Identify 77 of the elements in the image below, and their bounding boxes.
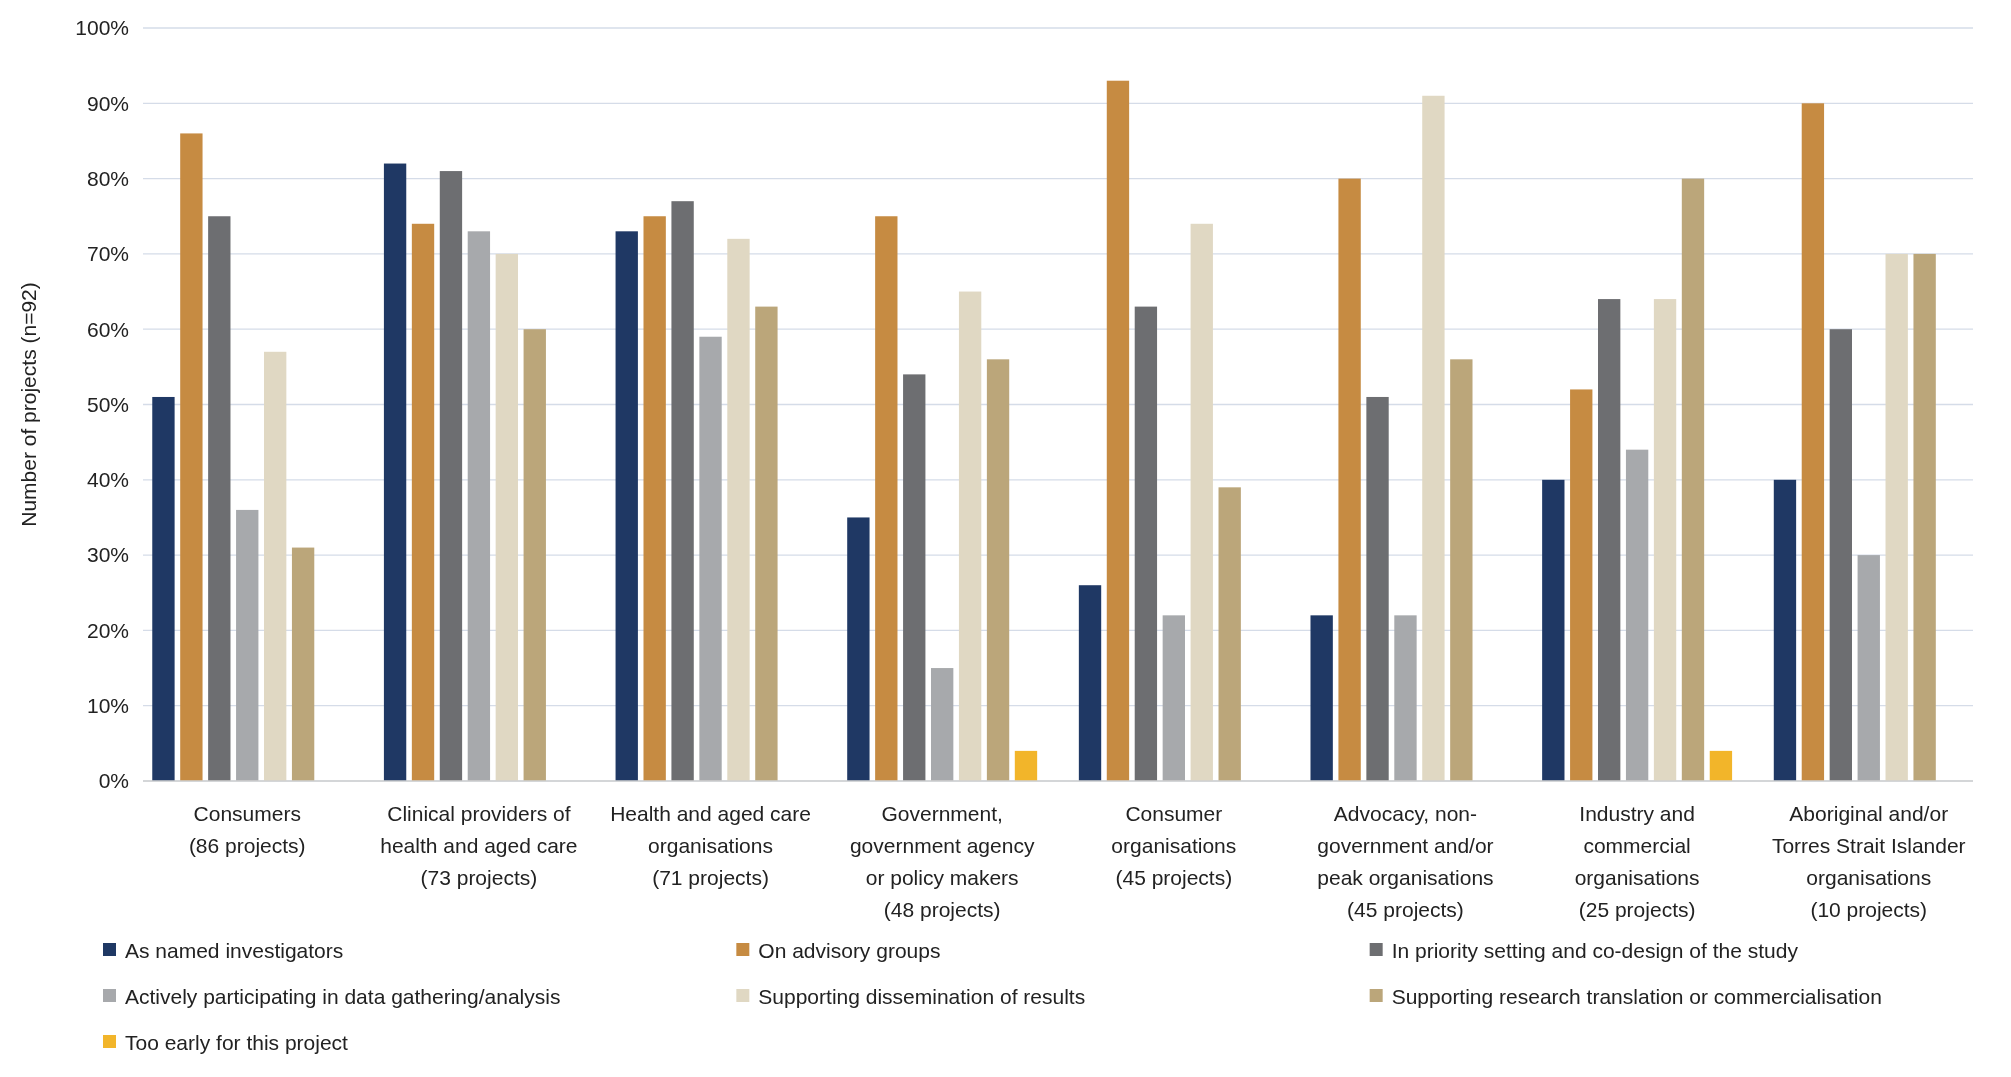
bar bbox=[699, 336, 722, 781]
bar bbox=[208, 216, 231, 781]
x-tick-label: Clinical providers of health and aged care (73 projects) bbox=[380, 802, 578, 889]
bar bbox=[1394, 615, 1417, 781]
x-tick-label: Consumer organisations (45 projects) bbox=[1111, 802, 1237, 889]
bar bbox=[1857, 555, 1880, 781]
bar bbox=[1801, 103, 1825, 781]
y-tick-label: 50% bbox=[86, 392, 129, 416]
y-tick-label: 80% bbox=[86, 166, 129, 190]
x-tick-label: Consumers (86 projects) bbox=[188, 802, 306, 857]
bar bbox=[495, 253, 518, 781]
bar bbox=[1422, 95, 1445, 781]
y-tick-label: 60% bbox=[86, 317, 129, 341]
bar bbox=[1134, 306, 1158, 781]
bar bbox=[1709, 750, 1733, 781]
bar bbox=[1078, 585, 1102, 781]
y-tick-label: 0% bbox=[98, 769, 129, 793]
bar bbox=[931, 668, 954, 781]
bar bbox=[1338, 178, 1361, 781]
bar bbox=[1885, 253, 1908, 781]
bar bbox=[643, 216, 666, 781]
bar bbox=[439, 171, 463, 781]
y-tick-label: 100% bbox=[75, 16, 129, 40]
bar bbox=[1162, 615, 1185, 781]
x-tick-label: Government, government agency or policy makers (48 projects) bbox=[849, 802, 1035, 921]
bar bbox=[411, 223, 435, 781]
bar bbox=[1106, 80, 1130, 781]
bar bbox=[727, 238, 750, 781]
bar bbox=[875, 216, 898, 781]
bar bbox=[1913, 253, 1936, 781]
bar bbox=[1829, 329, 1852, 781]
bar bbox=[1310, 615, 1333, 781]
bar bbox=[467, 231, 491, 781]
x-tick-label: Advocacy, non- government and/or peak organisations (45 projects) bbox=[1317, 802, 1494, 921]
y-tick-label: 20% bbox=[86, 618, 129, 642]
y-axis-title: Number of projects (n=92) bbox=[17, 282, 40, 527]
bar bbox=[180, 133, 203, 781]
legend-label: Too early for this project bbox=[125, 1031, 349, 1055]
bar bbox=[1218, 487, 1241, 781]
bar bbox=[958, 291, 982, 781]
y-tick-label: 30% bbox=[86, 543, 129, 567]
bar bbox=[1542, 479, 1565, 781]
bar bbox=[1773, 479, 1797, 781]
bar bbox=[152, 396, 175, 781]
bar bbox=[1014, 750, 1038, 781]
legend-label: Supporting dissemination of results bbox=[758, 985, 1086, 1009]
bar bbox=[264, 351, 287, 781]
y-tick-label: 10% bbox=[86, 694, 129, 718]
bar bbox=[1366, 396, 1389, 781]
bar bbox=[1653, 299, 1677, 781]
bar bbox=[615, 231, 638, 781]
x-tick-label: Health and aged care organisations (71 projects) bbox=[610, 802, 811, 889]
bar bbox=[1625, 449, 1649, 781]
bar bbox=[1450, 359, 1473, 781]
bar bbox=[523, 329, 546, 781]
legend-label: Actively participating in data gathering/analysis bbox=[125, 985, 561, 1009]
bar bbox=[755, 306, 778, 781]
x-tick-label: Aboriginal and/or Torres Strait Islander organisations (10 projects) bbox=[1771, 802, 1966, 921]
bar bbox=[291, 547, 315, 781]
bar bbox=[903, 374, 926, 781]
legend-label: In priority setting and co-design of the study bbox=[1391, 939, 1799, 963]
bar bbox=[1190, 223, 1213, 781]
bar bbox=[1570, 389, 1593, 781]
bar bbox=[1681, 178, 1705, 781]
legend-label: On advisory groups bbox=[758, 939, 941, 963]
legend-label: As named investigators bbox=[125, 939, 344, 963]
bar bbox=[1598, 299, 1621, 781]
bar bbox=[236, 509, 259, 781]
legend-label: Supporting research translation or commercialisation bbox=[1391, 985, 1882, 1009]
x-tick-label: Industry and commercial organisations (25 projects) bbox=[1574, 802, 1700, 921]
bar bbox=[671, 201, 694, 781]
y-tick-label: 90% bbox=[86, 91, 129, 115]
bar bbox=[847, 517, 870, 781]
y-tick-label: 70% bbox=[86, 242, 129, 266]
bar bbox=[383, 163, 407, 781]
bar bbox=[986, 359, 1010, 781]
y-tick-label: 40% bbox=[86, 468, 129, 492]
